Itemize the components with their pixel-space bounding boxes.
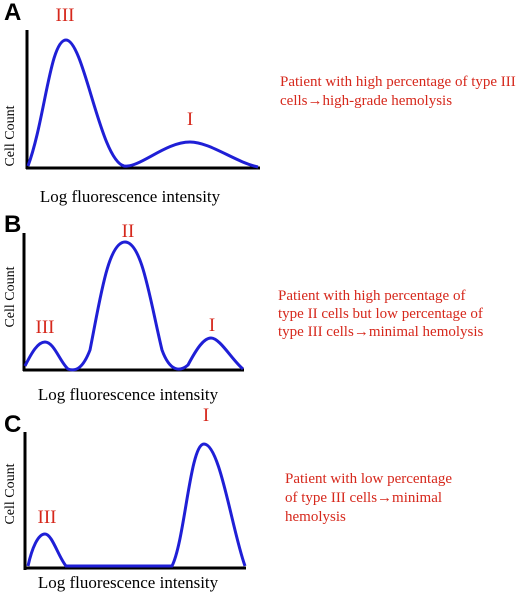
note-b-line3: type III cells→minimal hemolysis: [278, 324, 484, 340]
note-b-result: minimal hemolysis: [369, 324, 484, 340]
histogram-curve-a: [26, 38, 259, 169]
note-c-line2: of type III cells→minimal: [285, 490, 442, 506]
arrow-icon: →: [377, 490, 392, 506]
histogram-curve-c: [26, 442, 247, 568]
y-axis-label-b: Cell Count: [3, 266, 18, 327]
panel-b: B Cell Count III II I Log fluorescence i…: [3, 211, 484, 404]
note-b-cells: type III cells: [278, 324, 354, 340]
note-c-result: minimal: [392, 490, 442, 506]
histogram-curve-b: [23, 240, 244, 372]
panel-letter-a: A: [4, 0, 21, 26]
note-a-line2: cells→high-grade hemolysis: [280, 93, 452, 109]
note-c-cells: of type III cells: [285, 490, 377, 506]
note-c-line1: Patient with low percentage: [285, 471, 452, 487]
note-b-line2: type II cells but low percentage of: [278, 306, 483, 322]
note-a-result: high-grade hemolysis: [323, 93, 453, 109]
note-a-line1: Patient with high percentage of type III: [280, 74, 516, 90]
peak-label-a-i: I: [187, 109, 193, 130]
note-a-cells: cells: [280, 93, 308, 109]
panel-a: A Cell Count III I Log fluorescence inte…: [3, 0, 516, 206]
note-c-line3: hemolysis: [285, 509, 346, 525]
peak-label-c-i: I: [203, 405, 209, 426]
x-axis-label-c: Log fluorescence intensity: [38, 573, 219, 592]
x-axis-label-b: Log fluorescence intensity: [38, 385, 219, 404]
arrow-icon: →: [308, 93, 323, 109]
note-b-line1: Patient with high percentage of: [278, 288, 465, 304]
peak-label-b-ii: II: [122, 221, 135, 242]
y-axis-label-a: Cell Count: [3, 105, 18, 166]
arrow-icon: →: [354, 324, 369, 340]
x-axis-label-a: Log fluorescence intensity: [40, 187, 221, 206]
panel-letter-c: C: [4, 411, 21, 438]
peak-label-a-iii: III: [56, 5, 75, 26]
peak-label-b-iii: III: [36, 317, 55, 338]
peak-label-b-i: I: [209, 315, 215, 336]
panel-letter-b: B: [4, 211, 21, 238]
y-axis-label-c: Cell Count: [3, 463, 18, 524]
peak-label-c-iii: III: [38, 507, 57, 528]
panel-c: C Cell Count III I Log fluorescence inte…: [3, 405, 452, 592]
